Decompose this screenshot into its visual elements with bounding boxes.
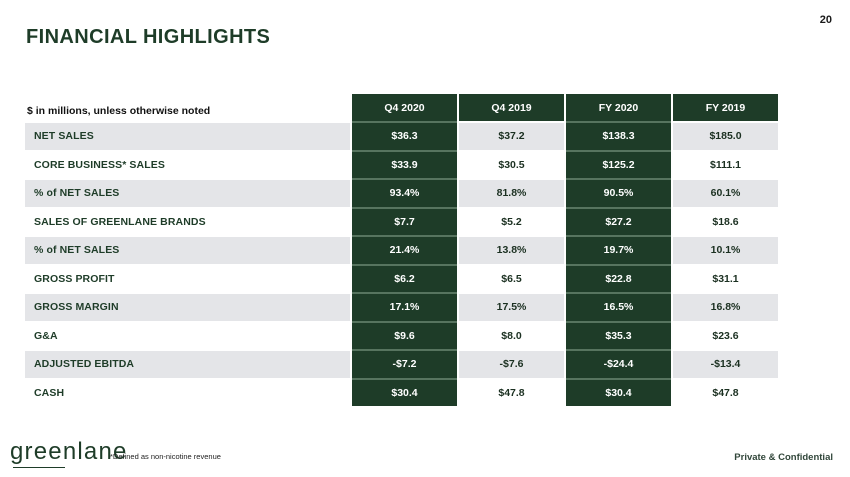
table-value: $33.9 (352, 151, 457, 178)
row-label: G&A (25, 322, 350, 349)
footnote: *Defined as non-nicotine revenue (110, 452, 221, 461)
table-value: $138.3 (566, 123, 671, 150)
table-value: 60.1% (673, 180, 778, 207)
row-label: CORE BUSINESS* SALES (25, 151, 350, 178)
table-value: 17.5% (459, 294, 564, 321)
greenlane-logo: greenlane (10, 438, 128, 468)
table-value: $37.2 (459, 123, 564, 150)
table-value: $31.1 (673, 265, 778, 292)
table-value: $36.3 (352, 123, 457, 150)
row-label: % of NET SALES (25, 237, 350, 264)
table-value: $6.2 (352, 265, 457, 292)
table-value: $23.6 (673, 322, 778, 349)
table-value: $30.5 (459, 151, 564, 178)
table-value: $18.6 (673, 208, 778, 235)
table-value: $30.4 (566, 379, 671, 406)
table-value: $111.1 (673, 151, 778, 178)
column-header-fy-2020: FY 2020 (566, 94, 671, 121)
greenlane-logo-underline (13, 466, 65, 468)
table-value: $9.6 (352, 322, 457, 349)
table-value: 93.4% (352, 180, 457, 207)
page-number: 20 (819, 14, 832, 26)
greenlane-logo-text: greenlane (10, 438, 128, 465)
table-value: 10.1% (673, 237, 778, 264)
row-label: ADJUSTED EBITDA (25, 351, 350, 378)
column-header-fy-2019: FY 2019 (673, 94, 778, 121)
row-label: GROSS MARGIN (25, 294, 350, 321)
table-value: 13.8% (459, 237, 564, 264)
table-value: $7.7 (352, 208, 457, 235)
column-header-q4-2019: Q4 2019 (459, 94, 564, 121)
table-value: -$13.4 (673, 351, 778, 378)
row-label: GROSS PROFIT (25, 265, 350, 292)
table-value: $47.8 (673, 379, 778, 406)
row-label: NET SALES (25, 123, 350, 150)
row-label: CASH (25, 379, 350, 406)
table-value: $125.2 (566, 151, 671, 178)
row-label: SALES OF GREENLANE BRANDS (25, 208, 350, 235)
table-value: 81.8% (459, 180, 564, 207)
table-value: 21.4% (352, 237, 457, 264)
table-value: $8.0 (459, 322, 564, 349)
table-units-note: $ in millions, unless otherwise noted (25, 94, 350, 121)
row-label: % of NET SALES (25, 180, 350, 207)
table-value: $22.8 (566, 265, 671, 292)
column-header-q4-2020: Q4 2020 (352, 94, 457, 121)
table-value: 19.7% (566, 237, 671, 264)
table-value: 17.1% (352, 294, 457, 321)
table-value: 16.8% (673, 294, 778, 321)
financial-highlights-table: $ in millions, unless otherwise noted Q4… (25, 94, 778, 406)
table-value: 16.5% (566, 294, 671, 321)
table-value: $35.3 (566, 322, 671, 349)
table-value: 90.5% (566, 180, 671, 207)
confidential-label: Private & Confidential (734, 452, 833, 463)
table-value: $6.5 (459, 265, 564, 292)
table-value: $47.8 (459, 379, 564, 406)
table-value: -$7.2 (352, 351, 457, 378)
table-value: -$7.6 (459, 351, 564, 378)
table-value: $5.2 (459, 208, 564, 235)
table-value: -$24.4 (566, 351, 671, 378)
table-value: $30.4 (352, 379, 457, 406)
table-value: $27.2 (566, 208, 671, 235)
table-value: $185.0 (673, 123, 778, 150)
page-title: FINANCIAL HIGHLIGHTS (26, 26, 271, 48)
